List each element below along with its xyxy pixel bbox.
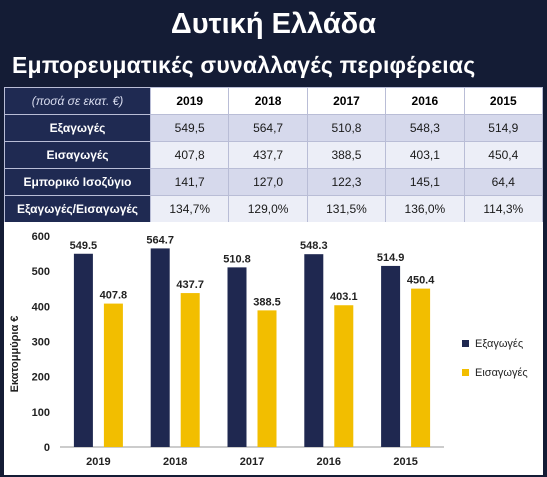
chart-panel: Εκατομμύρια € 0 100 200 300 400 500 600 2019 549… (4, 222, 543, 475)
table-cell: 141,7 (149, 168, 230, 196)
data-label: 403.1 (330, 291, 358, 303)
data-label: 450.4 (407, 275, 435, 287)
exports-bar (150, 248, 170, 447)
table-row: Εξαγωγές/Εισαγωγές 134,7% 129,0% 131,5% … (4, 195, 544, 223)
column-header: 2017 (306, 87, 387, 115)
table-row: Εμπορικό Ισοζύγιο 141,7 127,0 122,3 145,… (4, 168, 544, 196)
imports-bar (411, 288, 431, 447)
x-tick-label: 2016 (317, 456, 341, 468)
bar-chart: Εκατομμύρια € 0 100 200 300 400 500 600 2019 549… (9, 231, 528, 468)
row-label: Εμπορικό Ισοζύγιο (4, 168, 151, 196)
y-tick-label: 0 (44, 442, 50, 454)
exports-bar (73, 253, 93, 447)
row-label: Εξαγωγές (4, 114, 151, 142)
imports-bar (180, 293, 200, 447)
table-cell: 122,3 (306, 168, 387, 196)
unit-label: (ποσά σε εκατ. €) (4, 87, 151, 115)
x-tick-label: 2019 (86, 456, 110, 468)
y-tick-label: 500 (32, 266, 50, 278)
page-title: Δυτική Ελλάδα (170, 8, 377, 40)
table-cell: 388,5 (306, 141, 387, 169)
legend-label: Εξαγωγές (475, 338, 523, 350)
column-header: 2018 (228, 87, 308, 115)
legend-label: Εισαγωγές (475, 367, 528, 379)
imports-bar (257, 310, 277, 447)
trade-table: (ποσά σε εκατ. €) 2019 2018 2017 2016 20… (4, 87, 544, 223)
data-label: 514.9 (377, 252, 405, 264)
y-tick-label: 100 (32, 407, 50, 419)
page-subtitle: Εμπορευματικές συναλλαγές περιφέρειας (12, 52, 476, 78)
table-cell: 407,8 (149, 141, 230, 169)
x-tick-label: 2015 (393, 456, 417, 468)
table-cell: 64,4 (463, 168, 544, 196)
imports-bar (334, 305, 354, 447)
exports-bar (381, 265, 401, 447)
row-label: Εξαγωγές/Εισαγωγές (4, 195, 151, 223)
data-label: 510.8 (223, 253, 251, 265)
table-cell: 134,7% (149, 195, 230, 223)
data-label: 548.3 (300, 240, 328, 252)
table-cell: 437,7 (228, 141, 308, 169)
row-label: Εισαγωγές (4, 141, 151, 169)
data-label: 437.7 (176, 279, 204, 291)
legend-swatch (462, 369, 469, 376)
table-cell: 131,5% (306, 195, 387, 223)
exports-bar (227, 267, 247, 447)
data-label: 564.7 (146, 234, 174, 246)
table-row: Εισαγωγές 407,8 437,7 388,5 403,1 450,4 (4, 141, 544, 169)
data-label: 549.5 (70, 240, 98, 252)
y-tick-label: 200 (32, 372, 50, 384)
column-header: 2015 (463, 87, 544, 115)
y-tick-label: 600 (32, 231, 50, 243)
legend-swatch (462, 340, 469, 347)
table-cell: 549,5 (149, 114, 230, 142)
data-label: 407.8 (100, 290, 128, 302)
exports-bar (304, 254, 324, 447)
table-cell: 514,9 (463, 114, 544, 142)
table-cell: 403,1 (385, 141, 465, 169)
table-cell: 136,0% (385, 195, 465, 223)
table-cell: 450,4 (463, 141, 544, 169)
table-cell: 510,8 (306, 114, 387, 142)
table-cell: 548,3 (385, 114, 465, 142)
table-header-row: (ποσά σε εκατ. €) 2019 2018 2017 2016 20… (4, 87, 544, 115)
y-tick-label: 300 (32, 337, 50, 349)
table-cell: 145,1 (385, 168, 465, 196)
table-cell: 564,7 (228, 114, 308, 142)
column-header: 2016 (385, 87, 465, 115)
table-cell: 127,0 (228, 168, 308, 196)
x-tick-label: 2017 (240, 456, 264, 468)
column-header: 2019 (149, 87, 230, 115)
y-axis-title: Εκατομμύρια € (9, 316, 21, 393)
imports-bar (103, 303, 123, 447)
y-tick-label: 400 (32, 301, 50, 313)
table-row: Εξαγωγές 549,5 564,7 510,8 548,3 514,9 (4, 114, 544, 142)
data-label: 388.5 (253, 296, 281, 308)
table-cell: 114,3% (463, 195, 544, 223)
table-cell: 129,0% (228, 195, 308, 223)
x-tick-label: 2018 (163, 456, 187, 468)
